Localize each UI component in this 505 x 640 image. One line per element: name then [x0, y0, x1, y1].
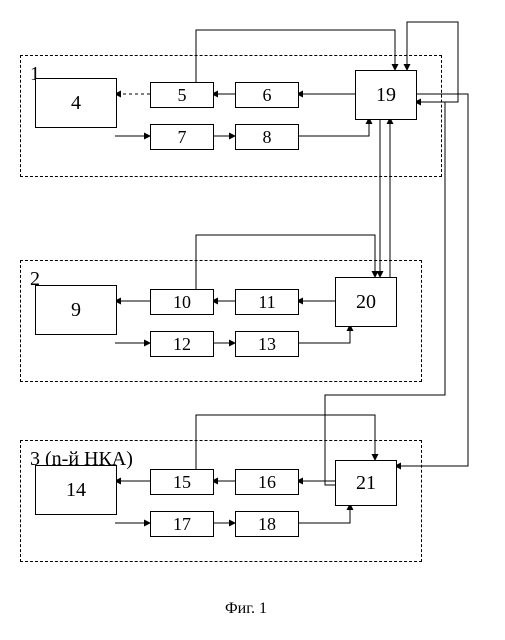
node-label: 4 — [71, 92, 81, 115]
node-label: 12 — [173, 334, 191, 355]
node-n18: 18 — [235, 511, 299, 537]
node-label: 17 — [173, 514, 191, 535]
node-label: 21 — [356, 472, 376, 495]
node-n9: 9 — [35, 285, 117, 335]
node-n13: 13 — [235, 331, 299, 357]
node-label: 13 — [258, 334, 276, 355]
node-n19: 19 — [355, 70, 417, 120]
node-n21: 21 — [335, 460, 397, 506]
node-n4: 4 — [35, 78, 117, 128]
node-label: 18 — [258, 514, 276, 535]
node-label: 5 — [178, 85, 187, 106]
node-n14: 14 — [35, 465, 117, 515]
node-n10: 10 — [150, 289, 214, 315]
node-label: 19 — [376, 84, 396, 107]
node-label: 15 — [173, 472, 191, 493]
node-n7: 7 — [150, 124, 214, 150]
node-label: 6 — [263, 85, 272, 106]
node-label: 14 — [66, 479, 86, 502]
node-n11: 11 — [235, 289, 299, 315]
node-label: 20 — [356, 291, 376, 314]
node-label: 8 — [263, 127, 272, 148]
node-label: 16 — [258, 472, 276, 493]
node-n16: 16 — [235, 469, 299, 495]
node-n17: 17 — [150, 511, 214, 537]
node-label: 7 — [178, 127, 187, 148]
node-n6: 6 — [235, 82, 299, 108]
node-label: 11 — [258, 292, 275, 313]
node-label: 10 — [173, 292, 191, 313]
node-n5: 5 — [150, 82, 214, 108]
node-n12: 12 — [150, 331, 214, 357]
figure-caption: Фиг. 1 — [225, 600, 267, 618]
node-n8: 8 — [235, 124, 299, 150]
node-n20: 20 — [335, 277, 397, 327]
node-n15: 15 — [150, 469, 214, 495]
node-label: 9 — [71, 299, 81, 322]
